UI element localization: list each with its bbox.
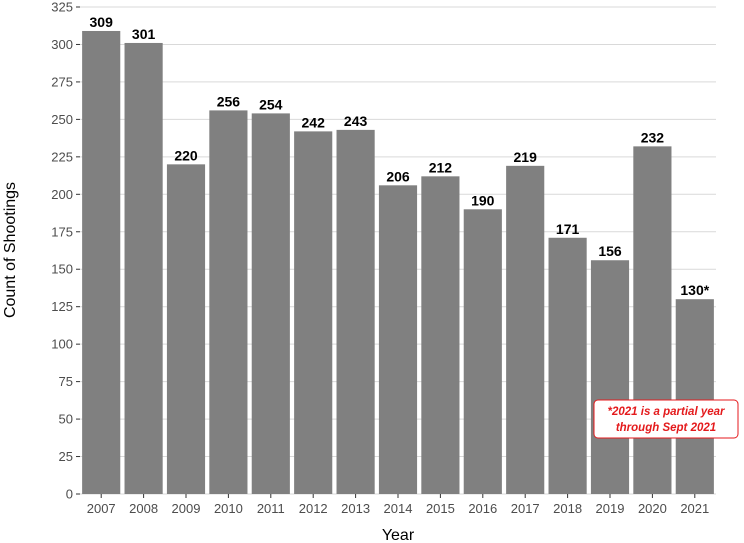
x-tick-label-2007: 2007 <box>87 501 116 516</box>
partial-year-note: *2021 is a partial year through Sept 202… <box>593 399 739 439</box>
x-tick-label-2018: 2018 <box>553 501 582 516</box>
x-tick-label-2010: 2010 <box>214 501 243 516</box>
y-tick-label: 200 <box>51 187 73 202</box>
bar-2007 <box>82 30 121 495</box>
x-tick-label-2011: 2011 <box>257 501 285 516</box>
y-tick-label: 0 <box>66 487 73 502</box>
x-tick-label-2009: 2009 <box>172 501 201 516</box>
bar-2016 <box>463 209 502 495</box>
y-tick-label: 25 <box>59 449 73 464</box>
bar-2014 <box>378 185 418 494</box>
x-tick-label-2012: 2012 <box>299 501 328 516</box>
x-tick-label-2021: 2021 <box>680 501 709 516</box>
x-axis-ticks: 2007 2008 2009 2010 2011 2012 2013 2014 2015 2016… <box>87 494 709 516</box>
bar-2017 <box>506 165 545 495</box>
x-tick-label-2019: 2019 <box>596 501 625 516</box>
x-axis-title: Year <box>382 527 415 543</box>
x-tick-label-2015: 2015 <box>426 501 455 516</box>
bar-2020 <box>633 146 672 494</box>
bar-2015 <box>421 176 460 494</box>
bar-2019 <box>590 260 630 494</box>
bar-2008 <box>124 42 163 495</box>
note-border <box>593 399 739 439</box>
data-label-2008: 301 <box>132 26 156 42</box>
y-tick-label: 100 <box>51 337 73 352</box>
data-label-2009: 220 <box>174 147 198 163</box>
bars <box>82 30 714 495</box>
data-label-2011: 254 <box>259 96 283 112</box>
data-label-2010: 256 <box>217 93 241 109</box>
data-label-2017: 219 <box>514 149 538 165</box>
data-labels: 309 301 220 256 254 242 243 206 212 190 219 171 156 2… <box>90 14 710 298</box>
note-line-1: *2021 is a partial year <box>608 406 726 418</box>
bar-2018 <box>548 237 587 495</box>
bar-2010 <box>209 110 248 494</box>
y-tick-label: 225 <box>51 149 73 164</box>
y-tick-label: 75 <box>59 374 73 389</box>
bar-2013 <box>336 129 375 494</box>
y-tick-label: 275 <box>51 74 73 89</box>
data-label-2018: 171 <box>556 221 580 237</box>
y-tick-label: 250 <box>51 112 73 127</box>
data-label-2013: 243 <box>344 113 368 129</box>
x-tick-label-2016: 2016 <box>468 501 497 516</box>
x-tick-label-2008: 2008 <box>129 501 158 516</box>
y-tick-label: 300 <box>51 37 73 52</box>
data-label-2019: 156 <box>598 243 622 259</box>
y-tick-label: 325 <box>51 0 73 15</box>
data-label-2007: 309 <box>90 14 114 30</box>
x-tick-label-2020: 2020 <box>638 501 667 516</box>
x-tick-label-2017: 2017 <box>511 501 540 516</box>
data-label-2015: 212 <box>429 159 453 175</box>
y-tick-label: 175 <box>51 224 73 239</box>
bar-2021 <box>675 299 714 494</box>
y-tick-label: 150 <box>51 262 73 277</box>
note-line-2: through Sept 2021 <box>616 422 716 434</box>
data-label-2014: 206 <box>386 168 410 184</box>
data-label-2012: 242 <box>302 114 326 130</box>
y-tick-label: 50 <box>59 412 73 427</box>
data-label-2021: 130* <box>680 282 709 298</box>
data-label-2016: 190 <box>471 192 495 208</box>
bar-2011 <box>251 113 290 494</box>
y-axis-ticks: 0 25 50 75 100 125 150 175 200 225 250 275 300 325 <box>51 0 80 502</box>
y-tick-label: 125 <box>51 299 73 314</box>
x-tick-label-2014: 2014 <box>384 501 413 516</box>
bar-2009 <box>166 164 206 495</box>
x-tick-label-2013: 2013 <box>341 501 370 516</box>
bar-2012 <box>294 131 333 494</box>
y-axis-title: Count of Shootings <box>2 182 19 318</box>
data-label-2020: 232 <box>641 129 665 145</box>
